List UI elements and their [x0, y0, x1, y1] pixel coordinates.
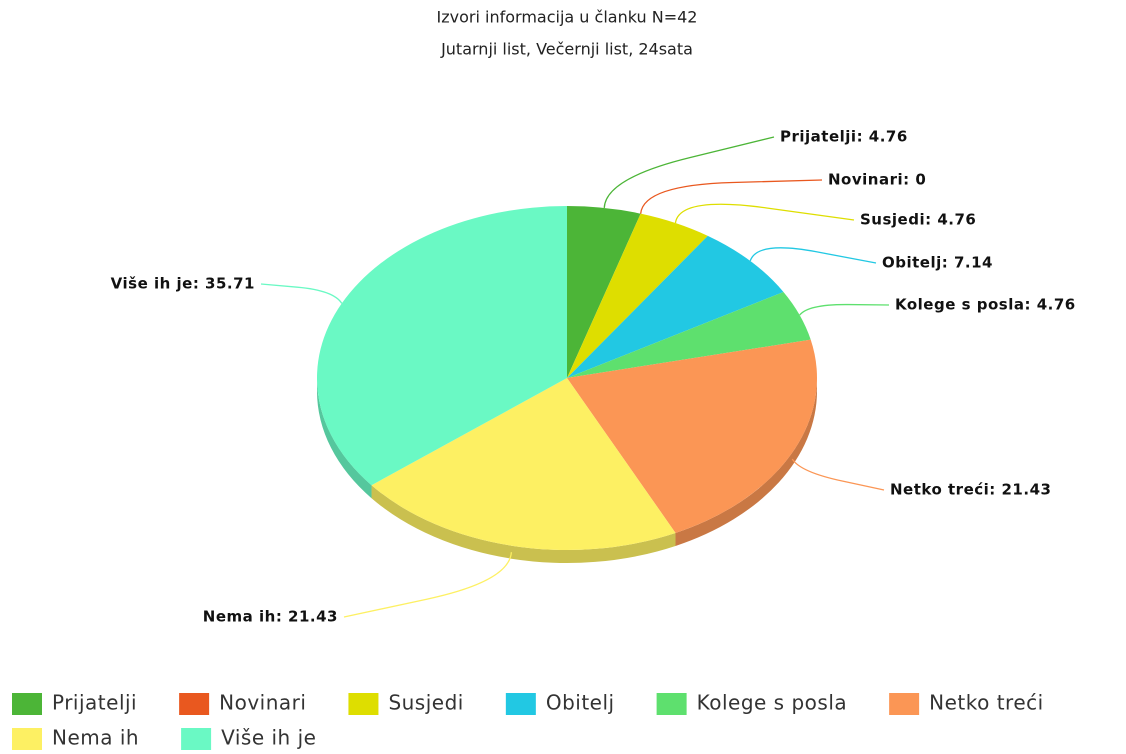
slice	[567, 235, 784, 378]
legend-label: Kolege s posla	[697, 691, 848, 715]
legend-swatch	[656, 693, 687, 715]
data-label: Više ih je: 35.71	[111, 275, 255, 293]
data-label: Nema ih: 21.43	[203, 608, 338, 626]
slice	[567, 291, 811, 378]
data-label: Novinari: 0	[828, 171, 926, 189]
legend-label: Nema ih	[52, 726, 139, 750]
data-label: Susjedi: 4.76	[860, 211, 976, 229]
legend-label: Novinari	[219, 691, 306, 715]
legend-item: Susjedi	[348, 691, 463, 715]
slice	[567, 206, 641, 378]
data-label: Netko treći: 21.43	[890, 481, 1051, 499]
pie-sides	[317, 378, 818, 563]
legend-item: Nema ih	[12, 726, 139, 750]
leader-line	[674, 203, 855, 224]
slice	[567, 339, 817, 533]
legend-label: Obitelj	[546, 691, 615, 715]
data-label: Obitelj: 7.14	[882, 254, 993, 272]
leader-line	[749, 247, 877, 264]
legend-swatch	[12, 728, 42, 750]
legend-item: Prijatelji	[12, 691, 137, 715]
leader-line	[799, 303, 890, 316]
leader-line	[343, 552, 513, 618]
slice	[567, 213, 708, 378]
chart-title: Izvori informacija u članku N=42	[437, 8, 698, 27]
legend-label: Više ih je	[221, 726, 316, 750]
chart-subtitle: Jutarnji list, Večernji list, 24sata	[440, 40, 693, 59]
legend-swatch	[181, 728, 212, 750]
pie-tops	[317, 206, 817, 550]
legend-item: Netko treći	[889, 691, 1044, 715]
data-label: Kolege s posla: 4.76	[895, 296, 1076, 314]
legend-label: Netko treći	[929, 691, 1044, 715]
slice	[317, 206, 567, 486]
legend-item: Više ih je	[181, 726, 316, 750]
legend-swatch	[12, 693, 42, 715]
data-label: Prijatelji: 4.76	[780, 128, 908, 146]
legend-swatch	[179, 693, 210, 715]
legend-item: Obitelj	[505, 691, 615, 715]
legend-swatch	[348, 693, 379, 715]
legend-swatch	[889, 693, 920, 715]
leader-line	[791, 458, 885, 491]
legend-item: Kolege s posla	[656, 691, 848, 715]
slice-side	[675, 378, 818, 546]
legend-label: Susjedi	[388, 691, 463, 715]
leader-line	[260, 283, 343, 304]
slice	[371, 378, 676, 550]
slice-side	[317, 378, 372, 499]
leader-line	[640, 179, 823, 214]
legend-label: Prijatelji	[52, 691, 137, 715]
leader-line	[603, 136, 775, 208]
legend-item: Novinari	[179, 691, 306, 715]
legend-swatch	[505, 693, 536, 715]
slice-side	[371, 485, 676, 563]
